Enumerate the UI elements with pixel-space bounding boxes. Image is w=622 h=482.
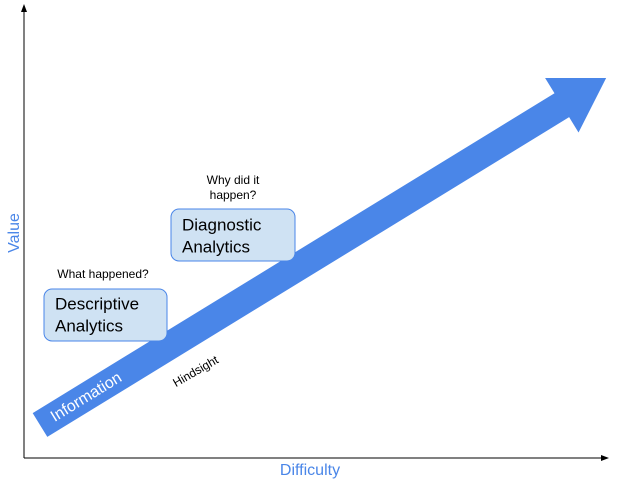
arrow-shape [32,77,607,437]
x-axis-label: Difficulty [280,462,340,479]
box-text: Descriptive [55,294,139,313]
box-question: Why did it [207,173,260,187]
box [170,208,296,262]
box-text: Analytics [182,237,250,256]
box-question: What happened? [57,267,149,281]
box-text: Diagnostic [182,215,262,234]
box [43,288,168,342]
arrow-annotation: Hindsight [170,352,221,389]
y-axis-arrowhead [21,4,27,12]
y-axis-label: Value [6,213,23,253]
information-arrow: Information [32,77,607,437]
box-question: happen? [210,188,257,202]
box-text: Analytics [55,316,123,335]
x-axis-arrowhead [601,455,609,461]
